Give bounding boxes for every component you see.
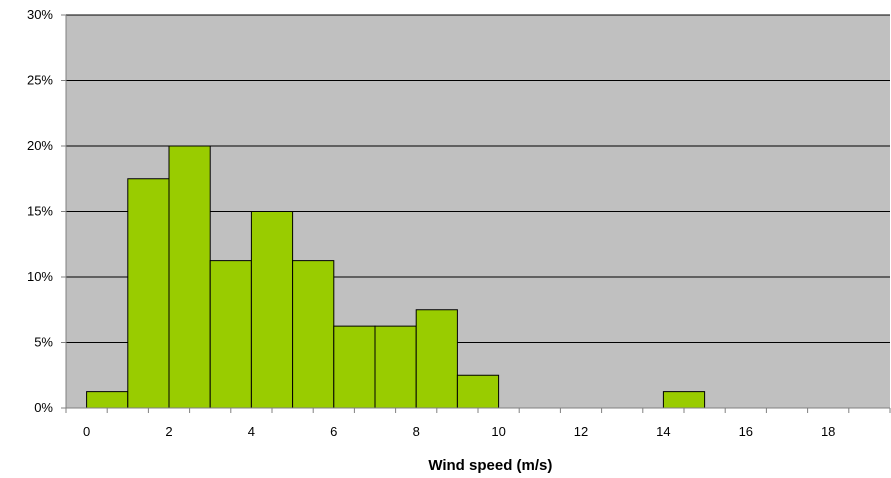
bar — [415, 309, 458, 409]
bar — [250, 211, 294, 409]
bar — [662, 391, 706, 409]
y-tick-label: 30% — [27, 7, 53, 22]
bar — [292, 260, 335, 409]
x-tick-label: 18 — [821, 424, 835, 439]
x-tick-label: 0 — [83, 424, 90, 439]
bar — [86, 391, 129, 409]
y-tick-labels: 0% 5% 10% 15% 20% 25% 30% — [27, 7, 53, 415]
y-tick-label: 0% — [34, 400, 53, 415]
bar — [127, 178, 170, 409]
y-tick-label: 10% — [27, 269, 53, 284]
x-axis-title: Wind speed (m/s) — [428, 457, 552, 474]
x-tick-label: 2 — [165, 424, 172, 439]
bar — [456, 374, 500, 409]
bar — [333, 325, 376, 409]
axes — [61, 14, 891, 413]
x-tick-label: 12 — [574, 424, 588, 439]
x-tick-label: 10 — [491, 424, 505, 439]
bar — [374, 325, 417, 409]
bar — [209, 260, 252, 409]
bar — [168, 145, 211, 409]
y-tick-label: 25% — [27, 73, 53, 88]
x-tick-label: 6 — [330, 424, 337, 439]
x-tick-label: 8 — [413, 424, 420, 439]
x-tick-labels: 0 2 4 6 8 10 12 14 16 18 — [83, 424, 835, 439]
x-tick-label: 16 — [739, 424, 753, 439]
y-tick-label: 15% — [27, 204, 53, 219]
bars — [86, 145, 706, 409]
y-tick-label: 5% — [34, 335, 53, 350]
y-tick-label: 20% — [27, 138, 53, 153]
x-tick-label: 4 — [248, 424, 255, 439]
x-tick-label: 14 — [656, 424, 670, 439]
